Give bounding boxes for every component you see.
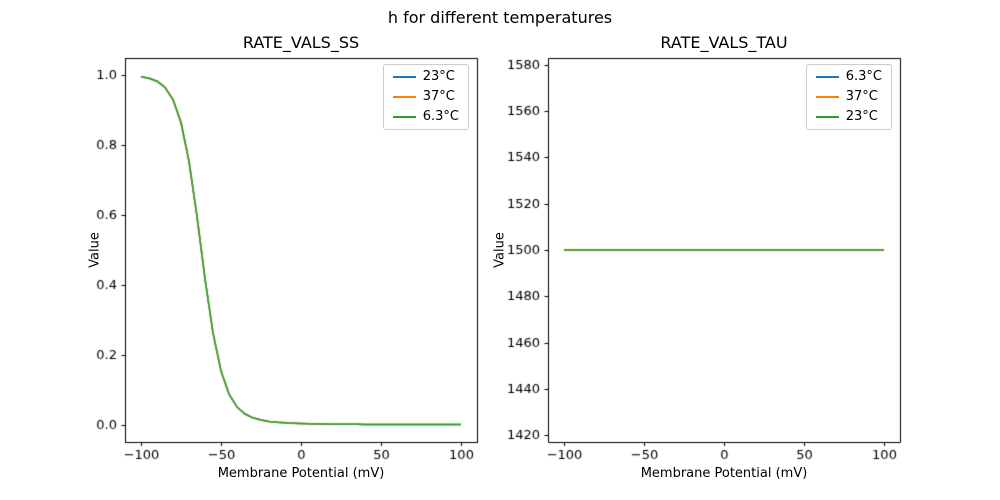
ylabel-ss: Value <box>87 232 103 268</box>
legend-entry: 6.3°C <box>815 69 882 84</box>
legend-label: 23°C <box>845 109 878 124</box>
legend-label: 37°C <box>845 89 878 104</box>
legend-entry: 23°C <box>392 69 459 84</box>
legend-line-sample <box>392 76 416 78</box>
legend-label: 6.3°C <box>422 109 459 124</box>
xlabel-ss: Membrane Potential (mV) <box>217 466 385 481</box>
legend-tau: 6.3°C 37°C 23°C <box>805 64 892 130</box>
legend-entry: 23°C <box>815 109 882 124</box>
legend-label: 23°C <box>422 69 455 84</box>
legend-entry: 37°C <box>392 89 459 104</box>
figure-title: h for different temperatures <box>387 8 613 27</box>
legend-entry: 6.3°C <box>392 109 459 124</box>
legend-line-sample <box>392 96 416 98</box>
subplot-title-tau: RATE_VALS_TAU <box>660 33 788 52</box>
legend-line-sample <box>815 116 839 118</box>
legend-line-sample <box>815 96 839 98</box>
legend-label: 37°C <box>422 89 455 104</box>
legend-line-sample <box>392 116 416 118</box>
legend-ss: 23°C 37°C 6.3°C <box>382 64 469 130</box>
ylabel-tau: Value <box>492 232 508 268</box>
legend-entry: 37°C <box>815 89 882 104</box>
legend-label: 6.3°C <box>845 69 882 84</box>
xlabel-tau: Membrane Potential (mV) <box>640 466 808 481</box>
subplot-title-ss: RATE_VALS_SS <box>242 33 360 52</box>
legend-line-sample <box>815 76 839 78</box>
